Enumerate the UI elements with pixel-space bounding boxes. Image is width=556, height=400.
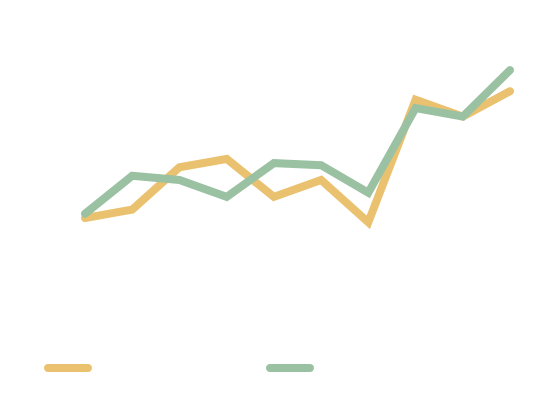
legend bbox=[0, 356, 556, 380]
legend-item-series-2 bbox=[266, 356, 322, 380]
series-1-line bbox=[81, 87, 514, 230]
series-1 bbox=[81, 87, 514, 230]
legend-item-series-1 bbox=[44, 356, 100, 380]
legend-swatch-series-1 bbox=[44, 364, 92, 372]
series-2-line bbox=[81, 66, 514, 218]
legend-swatch-series-2 bbox=[266, 364, 314, 372]
series-2 bbox=[81, 66, 514, 218]
series-layer bbox=[81, 66, 514, 230]
